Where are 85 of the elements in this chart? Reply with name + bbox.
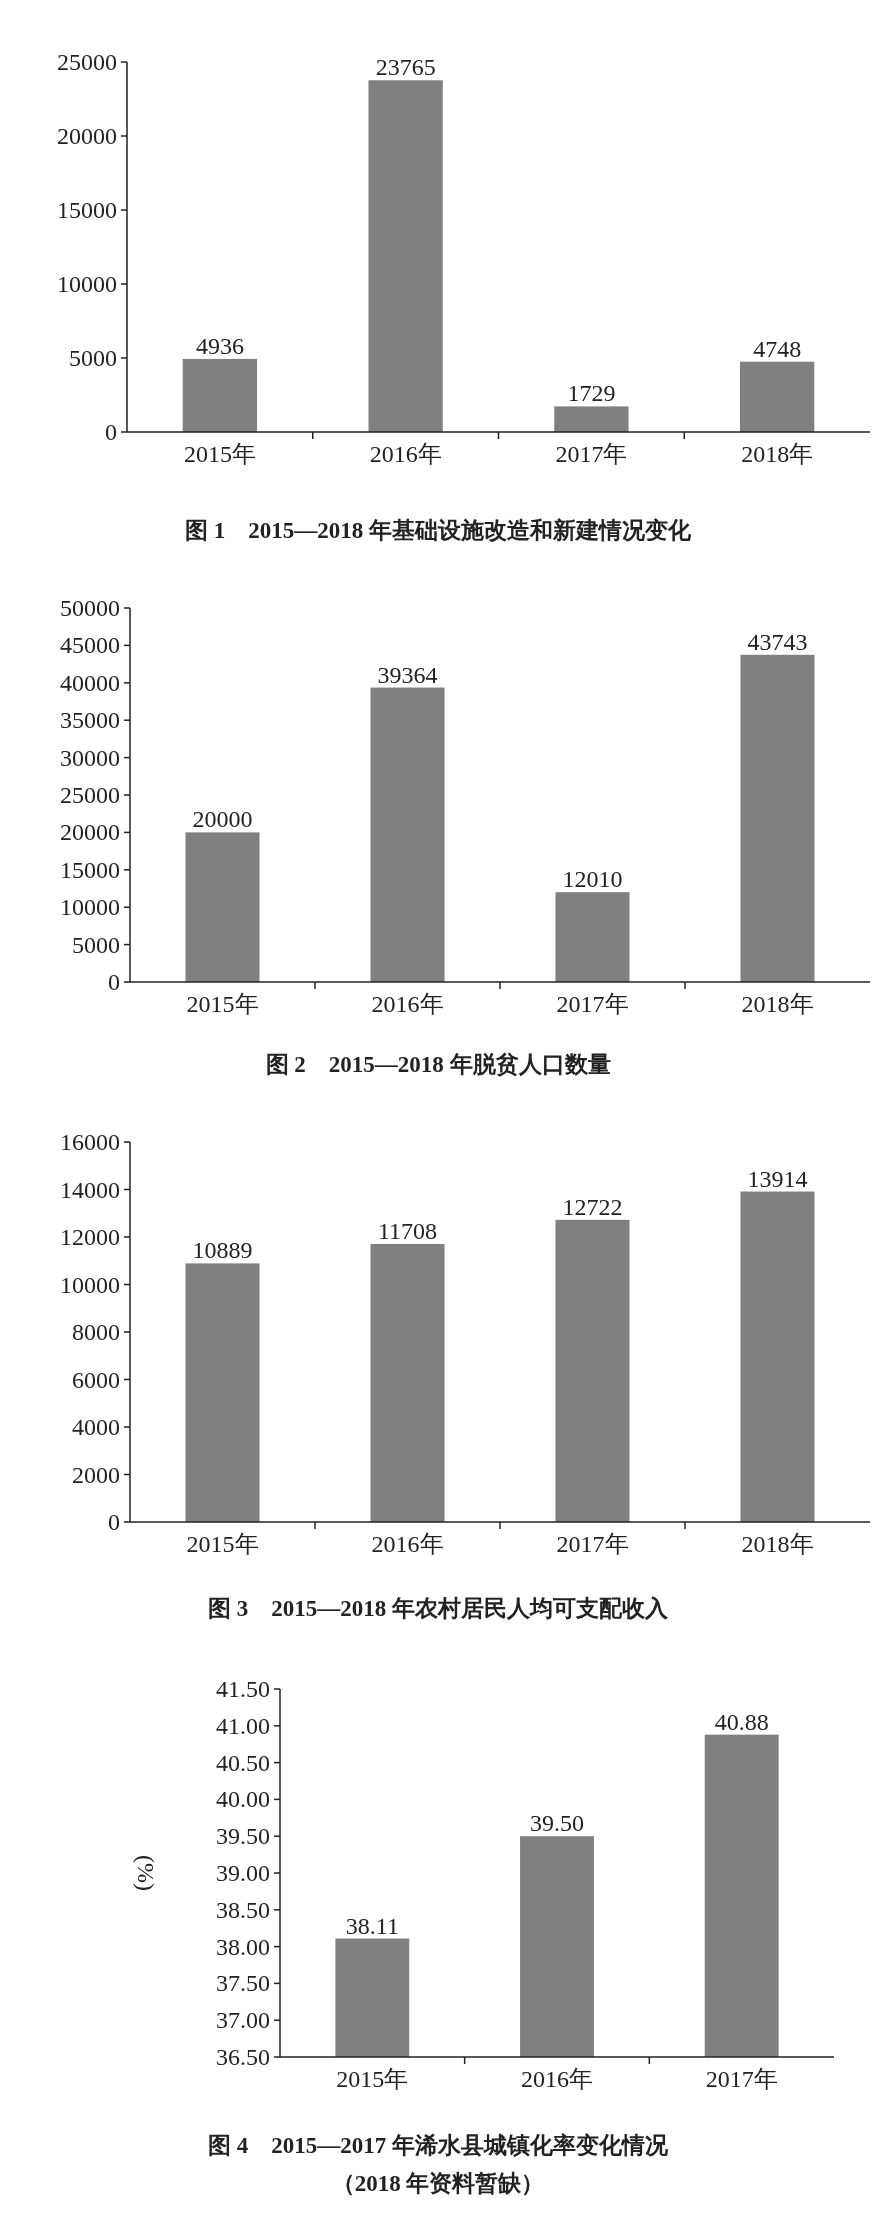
text: （2018 年资料暂缺） xyxy=(331,2171,545,2196)
bar xyxy=(555,892,630,982)
data-label: 12010 xyxy=(562,866,623,893)
x-tick-label: 2018年 xyxy=(741,991,814,1017)
y-tick-label: 38.00 xyxy=(216,1933,270,1960)
data-label: 20000 xyxy=(192,806,253,833)
x-tick-label: 2017年 xyxy=(555,441,628,467)
data-label: 43743 xyxy=(747,628,808,655)
x-tick-label: 2017年 xyxy=(556,1531,629,1557)
x-tick-label: 2017年 xyxy=(705,2066,778,2092)
text: 图 4 2015—2017 年浠水县城镇化率变化情况 xyxy=(208,2132,669,2158)
bar xyxy=(555,1219,630,1522)
data-label: 12722 xyxy=(562,1193,623,1220)
y-tick-label: 40000 xyxy=(60,669,120,696)
x-tick-label: 2016年 xyxy=(521,2066,593,2092)
y-tick-label: 5000 xyxy=(72,931,120,958)
x-tick-label: 2015年 xyxy=(186,991,259,1017)
y-tick-label: 4000 xyxy=(72,1414,120,1440)
data-label: 1729 xyxy=(567,380,616,407)
y-tick-label: 36.50 xyxy=(216,2044,270,2070)
y-tick-label: 35000 xyxy=(60,707,120,734)
y-tick-label: 37.00 xyxy=(216,2007,270,2034)
text: 图 1 2015—2018 年基础设施改造和新建情况变化 xyxy=(185,517,692,543)
x-tick-label: 2016年 xyxy=(371,991,444,1017)
text: 图 3 2015—2018 年农村居民人均可支配收入 xyxy=(208,1596,669,1621)
data-label: 4936 xyxy=(195,332,244,359)
x-tick-label: 2015年 xyxy=(183,441,256,467)
y-tick-label: 0 xyxy=(108,1509,120,1535)
bar xyxy=(185,1263,260,1522)
y-tick-label: 41.50 xyxy=(216,1676,270,1702)
y-tick-label: 41.00 xyxy=(216,1712,270,1739)
y-tick-label: 8000 xyxy=(72,1319,120,1345)
data-label: 39364 xyxy=(377,661,438,688)
y-tick-label: 25000 xyxy=(57,49,117,75)
bar xyxy=(370,1243,445,1523)
x-tick-label: 2015年 xyxy=(186,1531,259,1557)
y-tick-label: 45000 xyxy=(60,632,120,659)
x-tick-label: 2016年 xyxy=(371,1531,444,1557)
y-tick-label: 39.00 xyxy=(216,1860,270,1886)
bar xyxy=(739,361,815,432)
y-tick-label: 10000 xyxy=(57,271,117,297)
data-label: 40.88 xyxy=(714,1708,769,1735)
y-tick-label: 38.50 xyxy=(216,1896,270,1923)
y-tick-label: 30000 xyxy=(60,744,120,771)
bar xyxy=(185,832,260,982)
text: 图 2 2015—2018 年脱贫人口数量 xyxy=(265,1052,611,1077)
y-tick-label: 10000 xyxy=(60,1271,120,1298)
y-tick-label: 15000 xyxy=(60,856,120,883)
bar xyxy=(554,406,629,432)
data-label: 39.50 xyxy=(530,1810,584,1837)
y-tick-label: 14000 xyxy=(60,1176,120,1203)
y-tick-label: 10000 xyxy=(60,894,120,921)
y-tick-label: 20000 xyxy=(57,123,117,149)
y-tick-label: 12000 xyxy=(60,1224,120,1250)
y-tick-label: 2000 xyxy=(72,1461,120,1488)
bar xyxy=(182,358,258,432)
bar xyxy=(740,1191,815,1522)
x-tick-label: 2017年 xyxy=(556,991,629,1017)
y-tick-label: 20000 xyxy=(60,819,120,846)
y-tick-label: 6000 xyxy=(72,1366,120,1393)
bar xyxy=(740,654,815,982)
bar xyxy=(368,80,443,432)
data-label: 38.11 xyxy=(345,1912,399,1939)
y-axis-title: (%) xyxy=(133,1855,159,1891)
y-tick-label: 15000 xyxy=(57,197,117,223)
data-label: 10889 xyxy=(192,1237,253,1264)
y-tick-label: 25000 xyxy=(60,782,120,808)
y-tick-label: 50000 xyxy=(60,595,120,621)
data-label: 11708 xyxy=(377,1217,438,1244)
y-tick-label: 0 xyxy=(105,419,117,445)
bar xyxy=(370,687,445,982)
y-tick-label: 5000 xyxy=(69,345,117,371)
data-label: 13914 xyxy=(747,1165,808,1192)
data-label: 4748 xyxy=(753,335,802,362)
y-tick-label: 0 xyxy=(108,969,120,995)
y-tick-label: 39.50 xyxy=(216,1823,270,1850)
x-tick-label: 2016年 xyxy=(369,441,442,467)
y-tick-label: 16000 xyxy=(60,1129,120,1155)
data-label: 23765 xyxy=(375,54,436,81)
y-tick-label: 40.50 xyxy=(216,1749,270,1776)
x-tick-label: 2018年 xyxy=(741,1531,814,1557)
y-tick-label: 40.00 xyxy=(216,1786,270,1813)
x-tick-label: 2018年 xyxy=(741,441,814,467)
x-tick-label: 2015年 xyxy=(336,2066,409,2092)
y-tick-label: 37.50 xyxy=(216,1970,270,1997)
